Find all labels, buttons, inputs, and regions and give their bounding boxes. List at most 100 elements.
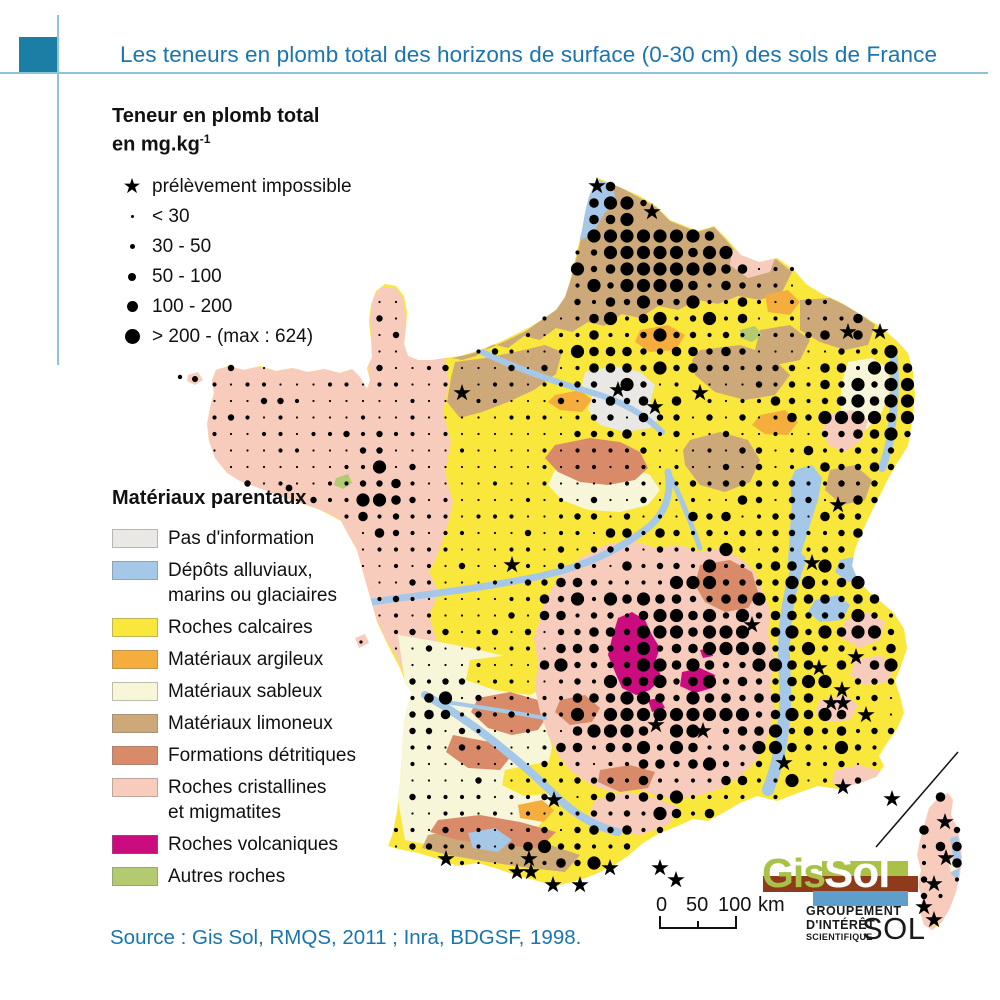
sample-dot bbox=[757, 548, 761, 551]
sample-dot bbox=[774, 300, 777, 304]
sample-dot bbox=[345, 399, 348, 403]
sample-dot bbox=[575, 761, 580, 767]
sample-dot bbox=[542, 712, 547, 717]
sample-dot bbox=[867, 361, 882, 375]
logo-scientifique-text: SCIENTIFIQUE bbox=[806, 932, 873, 942]
sample-dot bbox=[444, 647, 447, 650]
sample-dot bbox=[620, 212, 634, 227]
sample-dot bbox=[807, 779, 810, 782]
sample-dot bbox=[526, 350, 530, 353]
sample-dot bbox=[559, 432, 563, 436]
sample-dot bbox=[807, 366, 810, 370]
sample-dot bbox=[575, 283, 580, 288]
sample-dot bbox=[838, 760, 845, 768]
impossible-star bbox=[647, 716, 665, 733]
sample-dot bbox=[410, 547, 415, 552]
sample-dot bbox=[818, 674, 832, 689]
sample-dot bbox=[295, 383, 299, 386]
sample-dot bbox=[721, 775, 731, 786]
sample-dot bbox=[920, 876, 928, 883]
sample-dot bbox=[655, 759, 665, 769]
sample-dot bbox=[755, 711, 763, 718]
sample-dot bbox=[312, 465, 315, 469]
sample-dot bbox=[623, 810, 631, 817]
sample-dot bbox=[653, 229, 667, 243]
sample-dot bbox=[476, 745, 481, 750]
sample-dot bbox=[653, 806, 667, 821]
sample-dot bbox=[721, 594, 731, 604]
sample-dot bbox=[587, 278, 601, 293]
sample-dot bbox=[834, 410, 849, 425]
sample-dot bbox=[426, 547, 432, 552]
river-loire-upper bbox=[665, 469, 703, 551]
impossible-stars bbox=[437, 177, 955, 928]
sample-dot bbox=[589, 643, 599, 654]
sample-dot bbox=[542, 695, 547, 701]
sample-dot bbox=[576, 498, 579, 502]
sample-dot bbox=[851, 410, 865, 425]
sample-dot bbox=[887, 447, 895, 454]
sample-dot bbox=[722, 430, 730, 438]
sample-dot bbox=[526, 383, 530, 386]
sample-dot bbox=[310, 496, 317, 504]
sample-dot bbox=[755, 612, 763, 619]
sample-dot bbox=[278, 431, 283, 437]
sample-dot bbox=[789, 448, 795, 453]
sample-dot bbox=[558, 349, 564, 354]
sample-dot bbox=[543, 432, 546, 436]
sample-dot bbox=[460, 432, 464, 436]
sample-dot bbox=[557, 628, 565, 636]
impossible-star bbox=[839, 323, 857, 340]
sample-dot bbox=[559, 465, 563, 469]
sample-dot bbox=[393, 382, 399, 387]
sample-dot bbox=[669, 625, 684, 639]
sample-dot bbox=[757, 416, 761, 419]
logo-green-band bbox=[822, 861, 908, 878]
lead-legend-title-line2: en mg.kg-1 bbox=[112, 132, 211, 156]
sample-dot bbox=[394, 317, 398, 320]
impossible-star bbox=[643, 203, 661, 220]
sample-dot bbox=[360, 464, 366, 470]
sample-dot bbox=[739, 480, 746, 487]
sample-dot bbox=[558, 497, 564, 503]
sample-dot bbox=[409, 711, 416, 718]
region-clay-5 bbox=[518, 800, 554, 822]
sample-dot bbox=[757, 333, 761, 337]
sample-dot bbox=[575, 811, 580, 816]
sample-dot bbox=[739, 348, 746, 355]
sample-dot bbox=[591, 464, 597, 470]
sample-dot bbox=[919, 825, 929, 835]
sample-dot bbox=[587, 856, 601, 870]
sample-dot bbox=[493, 597, 497, 601]
sample-dot bbox=[312, 482, 315, 485]
river-garonne bbox=[421, 691, 622, 836]
sample-dot bbox=[673, 298, 680, 306]
impossible-star bbox=[453, 384, 471, 401]
sample-dot bbox=[773, 266, 778, 272]
sample-dot bbox=[690, 497, 696, 503]
sample-dot bbox=[674, 481, 679, 486]
sample-dot bbox=[921, 844, 927, 849]
sample-dot bbox=[427, 383, 431, 386]
sample-dot bbox=[688, 346, 698, 357]
material-legend-item-detritiques: Formations détritiques bbox=[112, 743, 356, 768]
sample-dot bbox=[788, 513, 796, 520]
sample-dot bbox=[790, 284, 794, 287]
sample-dot bbox=[262, 482, 266, 485]
sample-dot bbox=[638, 610, 649, 621]
sample-dot bbox=[475, 777, 482, 784]
sample-dot bbox=[673, 529, 680, 537]
sample-dot bbox=[608, 844, 613, 849]
sample-dot bbox=[427, 663, 431, 667]
sample-dot bbox=[774, 465, 777, 469]
sample-dot bbox=[622, 594, 632, 604]
sample-dot bbox=[460, 366, 464, 370]
sample-dot bbox=[542, 448, 547, 453]
sample-dot bbox=[476, 844, 481, 849]
sample-dot bbox=[669, 740, 684, 755]
sample-dot bbox=[525, 547, 531, 552]
scale-label-0: 0 bbox=[656, 894, 668, 916]
sample-dot bbox=[442, 678, 449, 685]
sample-dot bbox=[410, 695, 415, 701]
sample-dot bbox=[801, 641, 816, 656]
